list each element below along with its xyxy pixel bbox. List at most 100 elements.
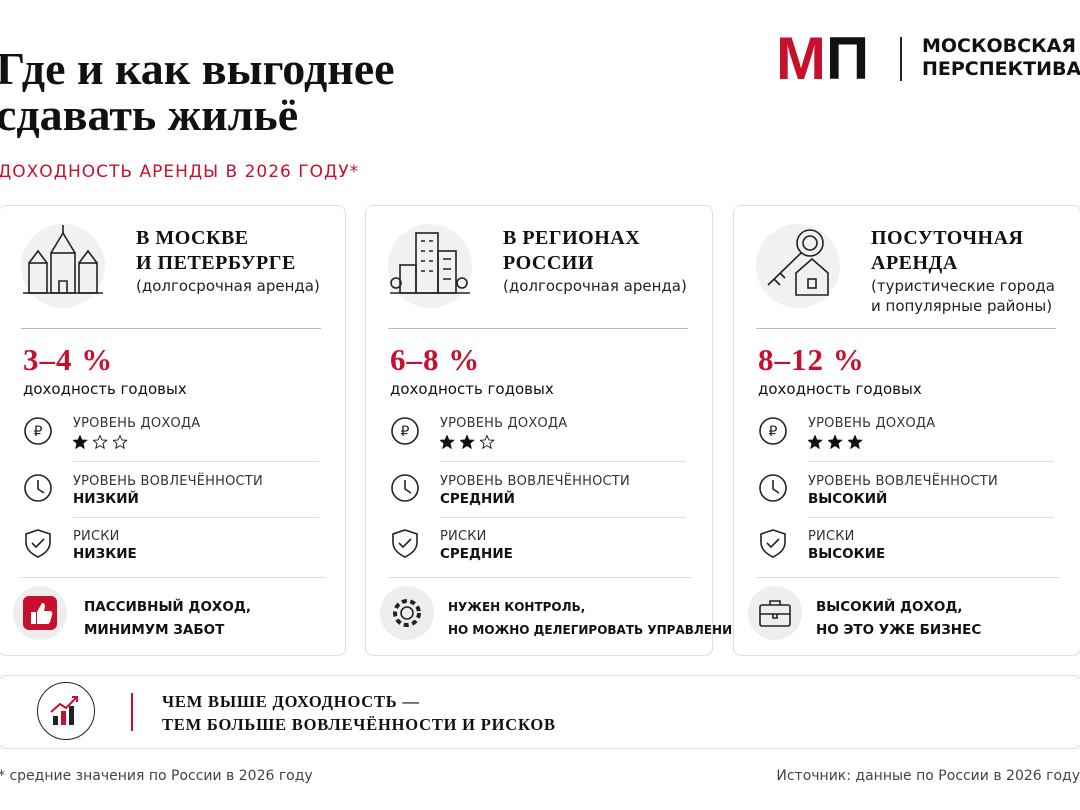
logo-divider (900, 37, 902, 81)
svg-text:₽: ₽ (34, 424, 43, 440)
divider (73, 461, 319, 462)
divider (756, 328, 1056, 329)
row-value: ВЫСОКИЙ (808, 491, 888, 507)
card: ПОСУТОЧНАЯ АРЕНДА (туристические города и п… (733, 205, 1080, 656)
heading-line: ПОСУТОЧНАЯ (871, 227, 1024, 249)
card-icon (767, 229, 829, 296)
star (93, 435, 108, 450)
yield-label: доходность годовых (390, 380, 554, 398)
row-value: НИЗКИЕ (73, 546, 137, 562)
row-label: УРОВЕНЬ ДОХОДА (808, 416, 936, 431)
note-line: (долгосрочная аренда) (136, 277, 320, 295)
row-icon (24, 474, 52, 502)
summary-line: НУЖЕН КОНТРОЛЬ, (448, 600, 586, 614)
summary-line: НО ЭТО УЖЕ БИЗНЕС (816, 622, 982, 638)
footnote: * средние значения по России в 2026 году (0, 768, 313, 784)
row-value: СРЕДНИЕ (440, 546, 513, 562)
title: Где и как выгоднее сдавать жильё (0, 46, 395, 138)
card: В МОСКВЕ И ПЕТЕРБУРГЕ (долгосрочная аренда… (0, 205, 346, 656)
summary-line: ВЫСОКИЙ ДОХОД, (816, 599, 963, 615)
logo-line: ПЕРСПЕКТИВА (922, 58, 1080, 80)
summary-icon-circle (748, 586, 802, 640)
star (460, 435, 475, 450)
card-heading: ПОСУТОЧНАЯ АРЕНДА (871, 226, 1023, 276)
card-icon (23, 225, 103, 294)
summary-icon (759, 600, 791, 627)
divider (73, 517, 319, 518)
card-note: (долгосрочная аренда) (503, 276, 687, 296)
heading-line: АРЕНДА (871, 252, 958, 274)
source: Источник: данные по России в 2026 году (776, 768, 1080, 784)
divider (440, 517, 686, 518)
logo-letter: М (776, 25, 826, 92)
divider (21, 577, 325, 578)
banner-line: ТЕМ БОЛЬШЕ ВОВЛЕЧЁННОСТИ И РИСКОВ (162, 715, 556, 734)
row-label: УРОВЕНЬ ВОВЛЕЧЁННОСТИ (73, 474, 263, 489)
card-icon (390, 232, 470, 294)
divider (756, 577, 1060, 578)
svg-text:₽: ₽ (769, 424, 778, 440)
row-value: НИЗКИЙ (73, 491, 139, 507)
summary: ВЫСОКИЙ ДОХОД, НО ЭТО УЖЕ БИЗНЕС (816, 596, 981, 642)
summary-line: ПАССИВНЫЙ ДОХОД, (84, 599, 251, 615)
summary: НУЖЕН КОНТРОЛЬ, НО МОЖНО ДЕЛЕГИРОВАТЬ УПР… (448, 596, 740, 642)
yield: 3–4 % (23, 342, 114, 377)
star (480, 435, 495, 450)
heading-line: В МОСКВЕ (136, 227, 249, 249)
yield: 8–12 % (758, 342, 865, 377)
row-icon (760, 529, 786, 558)
svg-text:₽: ₽ (401, 424, 410, 440)
summary-icon (23, 596, 57, 630)
banner-line: ЧЕМ ВЫШЕ ДОХОДНОСТЬ — (162, 692, 420, 711)
icon-circle (388, 224, 472, 308)
divider (388, 577, 692, 578)
yield-label: доходность годовых (23, 380, 187, 398)
card: В РЕГИОНАХ РОССИИ (долгосрочная аренда) 6–8… (365, 205, 740, 656)
card-heading: В РЕГИОНАХ РОССИИ (503, 226, 640, 276)
row-label: УРОВЕНЬ ДОХОДА (440, 416, 568, 431)
star (808, 435, 823, 450)
row-label: РИСКИ (73, 529, 120, 544)
row-value: ВЫСОКИЕ (808, 546, 886, 562)
row-label: УРОВЕНЬ ВОВЛЕЧЁННОСТИ (440, 474, 630, 489)
star (848, 435, 863, 450)
divider (808, 461, 1054, 462)
row-label: РИСКИ (440, 529, 487, 544)
row-icon: ₽ (391, 417, 419, 445)
card-heading: В МОСКВЕ И ПЕТЕРБУРГЕ (136, 226, 296, 276)
row-icon: ₽ (759, 417, 787, 445)
logo-name: МОСКОВСКАЯ ПЕРСПЕКТИВА (922, 35, 1080, 81)
divider (440, 461, 686, 462)
subtitle: ДОХОДНОСТЬ АРЕНДЫ В 2026 ГОДУ* (0, 162, 360, 182)
star (828, 435, 843, 450)
banner: ЧЕМ ВЫШЕ ДОХОДНОСТЬ — ТЕМ БОЛЬШЕ ВОВЛЕЧЁ… (0, 675, 1080, 749)
note-line: (долгосрочная аренда) (503, 277, 687, 295)
logo-letter: П (825, 25, 870, 92)
heading-line: И ПЕТЕРБУРГЕ (136, 252, 296, 274)
card-note: (туристические города и популярные районы… (871, 276, 1055, 316)
star (440, 435, 455, 450)
row-label: УРОВЕНЬ ВОВЛЕЧЁННОСТИ (808, 474, 998, 489)
title-line: сдавать жильё (0, 89, 299, 140)
chart-icon (50, 696, 78, 725)
heading-line: В РЕГИОНАХ (503, 227, 641, 249)
row-icon (391, 474, 419, 502)
heading-line: РОССИИ (503, 252, 594, 274)
row-icon (25, 529, 51, 558)
divider (388, 328, 688, 329)
summary-icon-circle (380, 586, 434, 640)
row-icon (759, 474, 787, 502)
row-icon: ₽ (24, 417, 52, 445)
card-note: (долгосрочная аренда) (136, 276, 320, 296)
row-value: СРЕДНИЙ (440, 491, 515, 507)
yield: 6–8 % (390, 342, 481, 377)
logo-line: МОСКОВСКАЯ (922, 35, 1076, 57)
logo-mark: МП (776, 26, 869, 92)
star (73, 435, 88, 450)
summary-icon (393, 599, 421, 627)
yield-label: доходность годовых (758, 380, 922, 398)
title-line: Где и как выгоднее (0, 43, 395, 94)
divider (808, 517, 1054, 518)
row-label: УРОВЕНЬ ДОХОДА (73, 416, 201, 431)
